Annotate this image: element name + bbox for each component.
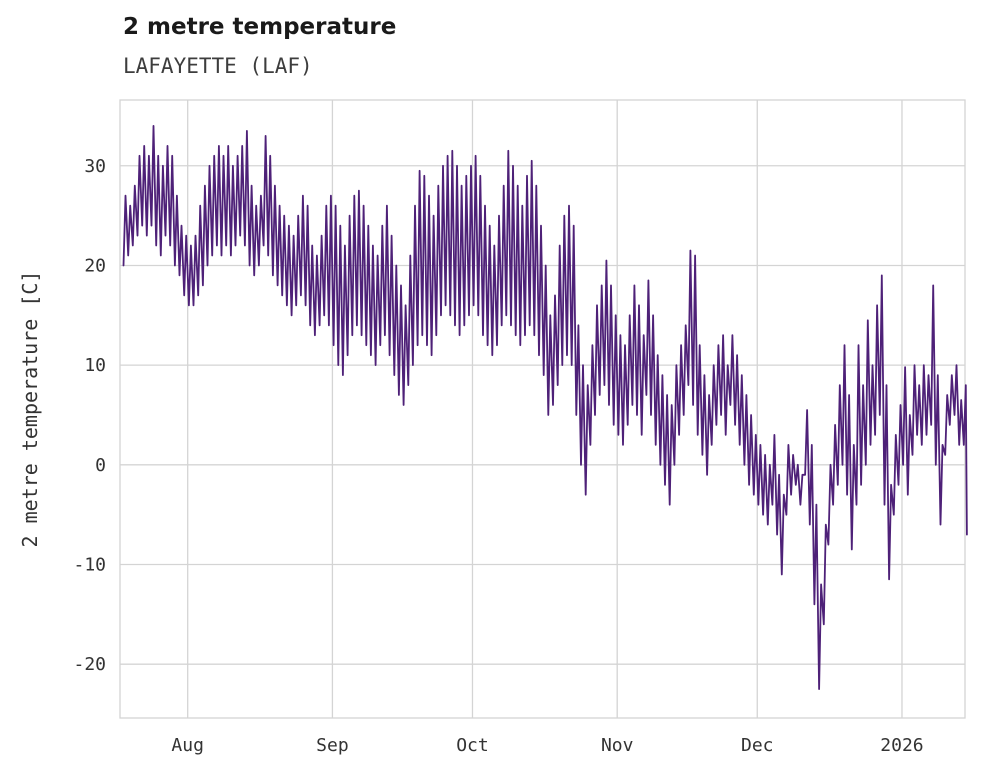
chart-subtitle: LAFAYETTE (LAF) [123, 54, 313, 78]
x-tick-label: Aug [171, 735, 204, 756]
y-tick-label: -10 [73, 554, 106, 575]
x-tick-label: 2026 [880, 735, 923, 756]
x-tick-label: Dec [741, 735, 774, 756]
x-tick-label: Sep [316, 735, 349, 756]
x-tick-label: Nov [601, 735, 634, 756]
y-tick-label: 20 [84, 255, 106, 276]
y-tick-label: 0 [95, 455, 106, 476]
y-tick-label: 30 [84, 156, 106, 177]
chart-title: 2 metre temperature [123, 14, 397, 40]
temperature-line [122, 125, 968, 690]
x-tick-label: Oct [456, 735, 489, 756]
y-tick-label: -20 [73, 654, 106, 675]
y-tick-label: 10 [84, 355, 106, 376]
plot-area [119, 99, 966, 719]
